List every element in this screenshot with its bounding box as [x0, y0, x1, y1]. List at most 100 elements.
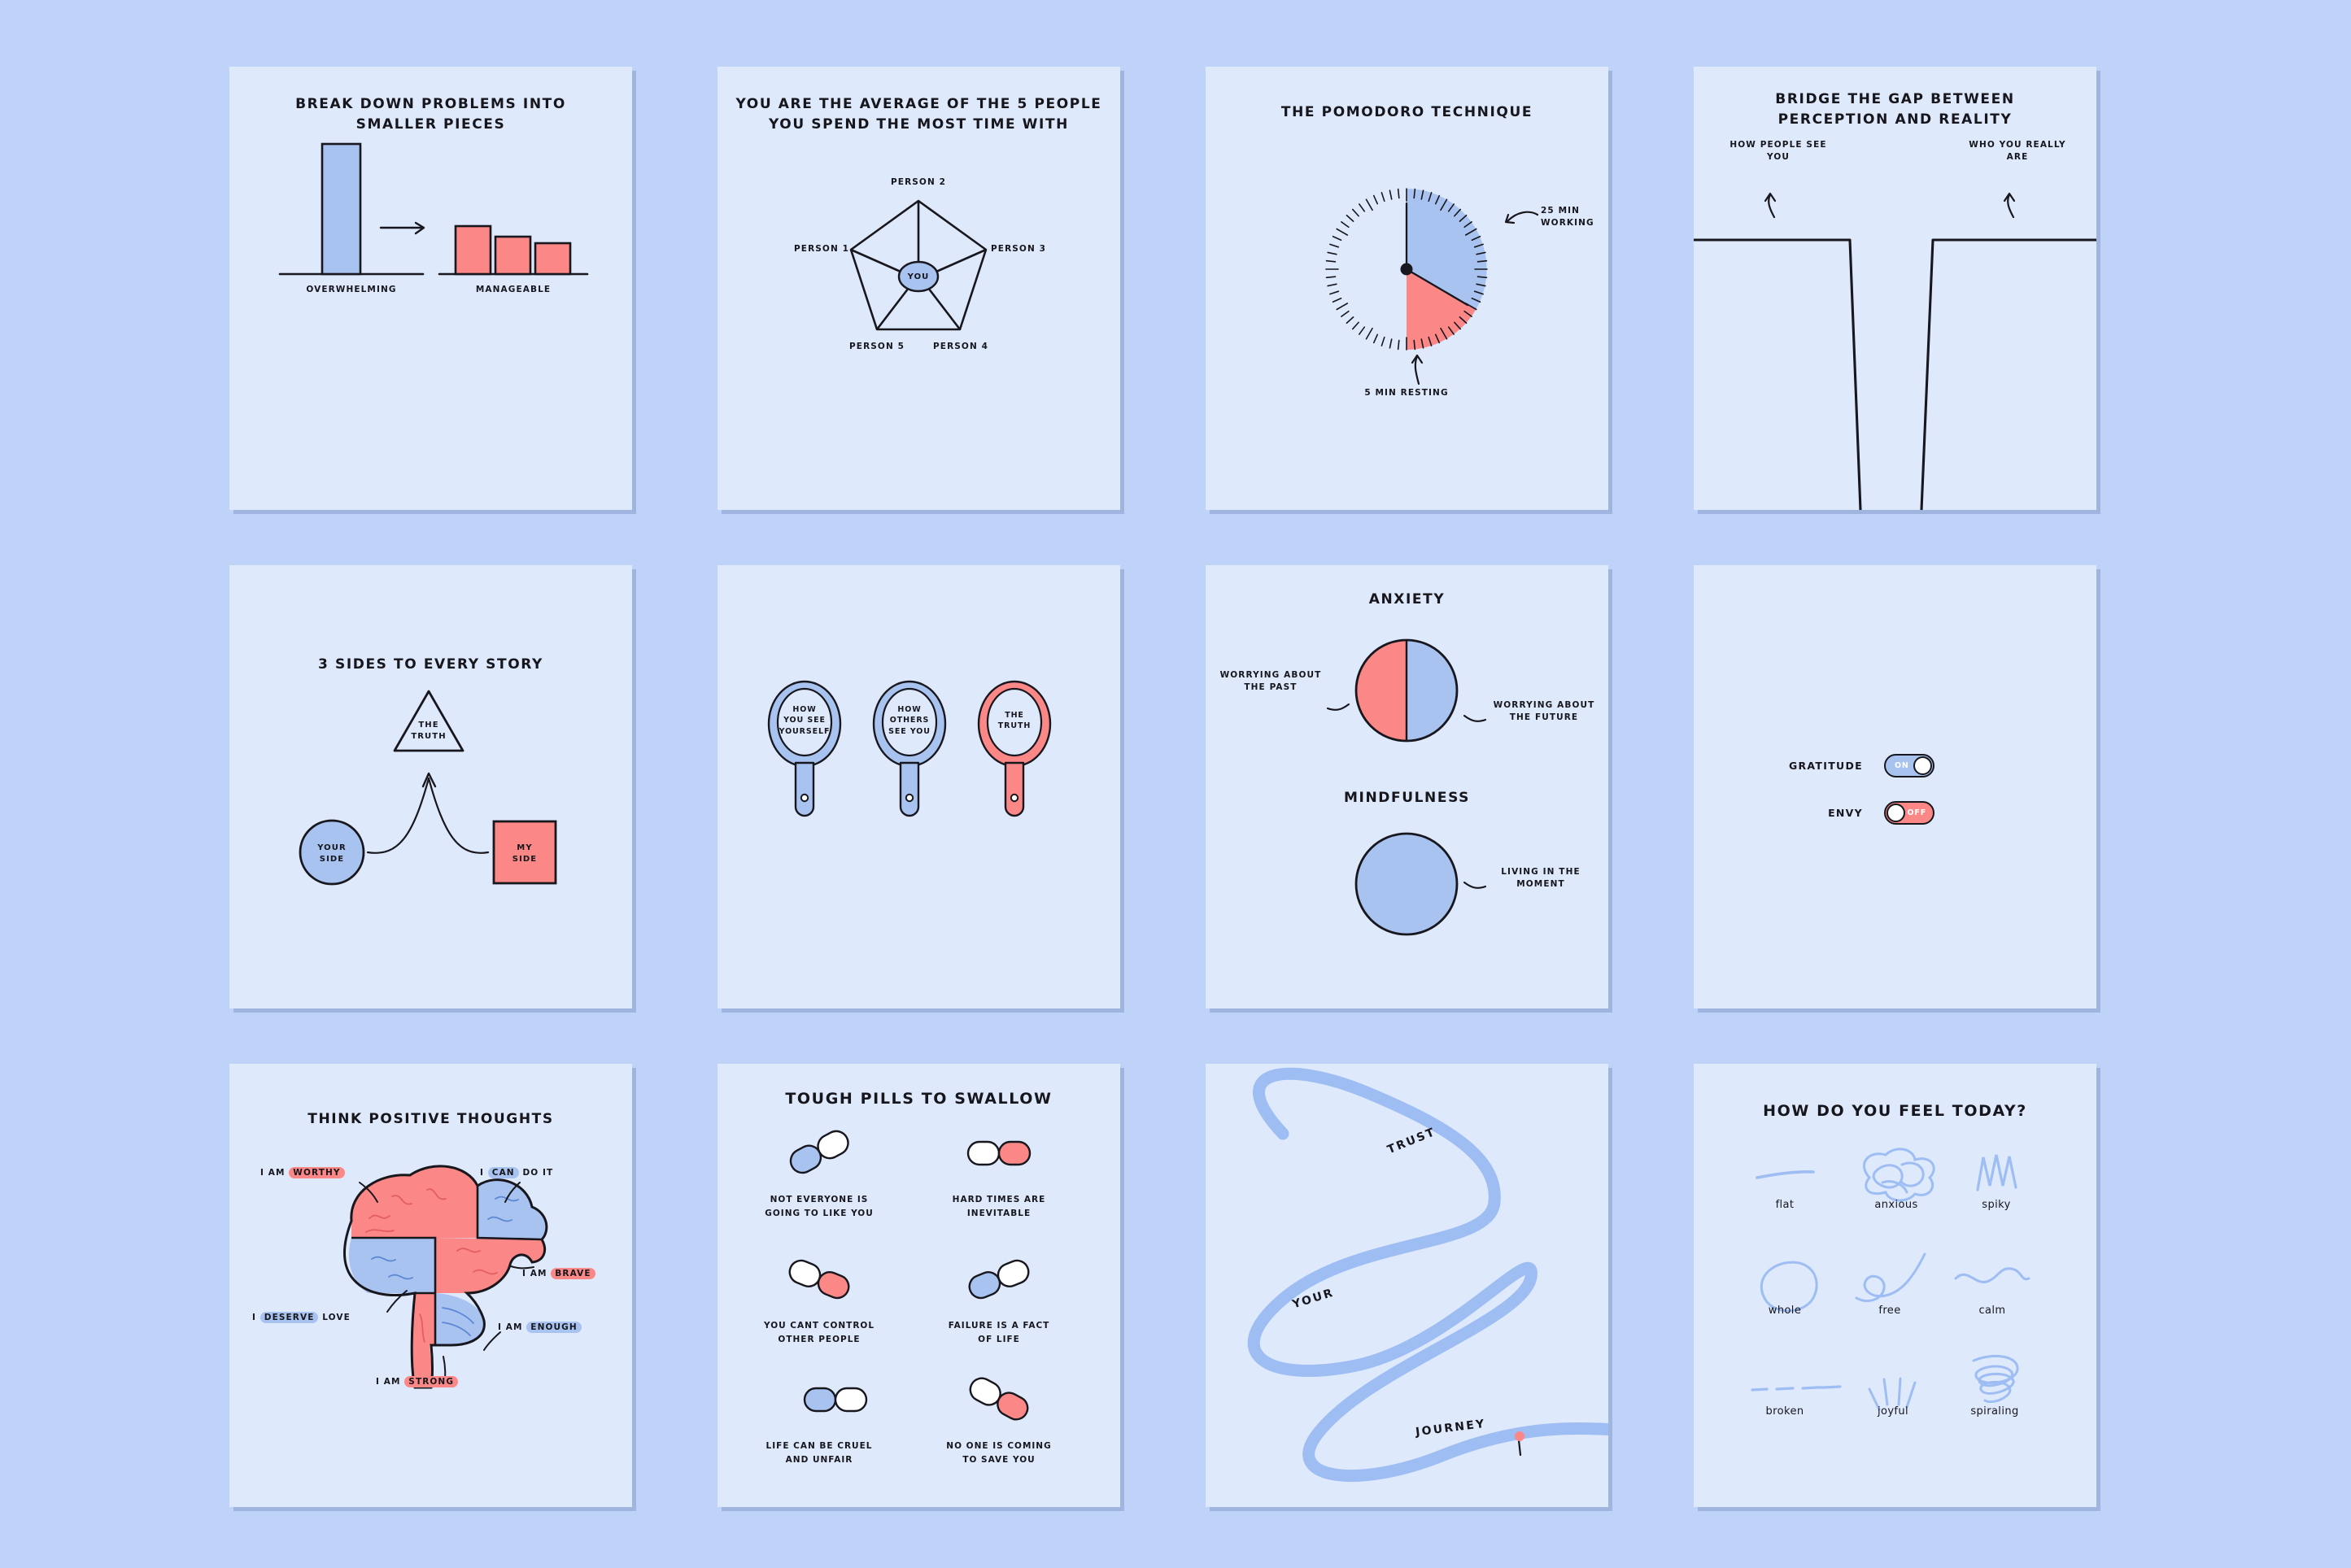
section-title-mindfulness: MINDFULNESS: [1344, 790, 1470, 806]
card-think-positive-thoughts[interactable]: THINK POSITIVE THOUGHTS: [229, 1064, 632, 1507]
toggle-label-envy: ENVY: [1828, 807, 1863, 819]
pill-caption-6: NO ONE IS COMING TO SAVE YOU: [946, 1441, 1052, 1465]
page-title: TOUGH PILLS TO SWALLOW: [785, 1090, 1053, 1108]
toggle-row-gratitude[interactable]: GRATITUDE ON: [1773, 754, 1934, 777]
zigzag-peaks-icon: [1976, 1154, 2017, 1191]
card-bridge-the-gap[interactable]: BRIDGE THE GAP BETWEEN PERCEPTION AND REA…: [1694, 67, 2096, 510]
mood-label-spiraling: spiraling: [1970, 1405, 2019, 1418]
affirmation-strong: I AM STRONG: [376, 1376, 514, 1388]
affirmation-brave: I AM BRAVE: [522, 1268, 632, 1280]
axis-label-right: MANAGEABLE: [475, 285, 552, 294]
three-sides-illustration: [299, 690, 557, 886]
affirmation-highlight: DESERVE: [260, 1312, 319, 1323]
mood-label-whole: whole: [1768, 1304, 1802, 1317]
label-worrying-future: WORRYING ABOUT THE FUTURE: [1493, 700, 1595, 722]
node-label-person-1: PERSON 1: [794, 244, 849, 254]
callout-arrow-working: [1504, 211, 1539, 224]
node-label-person-5: PERSON 5: [849, 342, 905, 351]
page-title: BREAK DOWN PROBLEMS INTO SMALLER PIECES: [295, 96, 566, 133]
pill-caption-4: FAILURE IS A FACT OF LIFE: [948, 1321, 1050, 1344]
mood-label-free: free: [1878, 1304, 1901, 1317]
pill-caption-2: HARD TIMES ARE INEVITABLE: [952, 1195, 1046, 1218]
journey-squiggle-illustration: [1247, 1067, 1608, 1483]
pill-icon-4: [968, 1259, 1030, 1300]
mirror-2: [872, 680, 947, 817]
label-living-in-moment: LIVING IN THE MOMENT: [1501, 867, 1581, 889]
page-title: HOW DO YOU FEEL TODAY?: [1763, 1102, 2027, 1120]
node-label-person-2: PERSON 2: [891, 177, 946, 187]
pill-caption-1: NOT EVERYONE IS GOING TO LIKE YOU: [765, 1195, 874, 1218]
circle-outline-icon: [1760, 1261, 1818, 1313]
straight-line-icon: [1756, 1170, 1815, 1179]
card-break-down-problems[interactable]: BREAK DOWN PROBLEMS INTO SMALLER PIECES O…: [229, 67, 632, 510]
pill-icon-5: [803, 1387, 868, 1413]
card-average-of-five-people[interactable]: YOU ARE THE AVERAGE OF THE 5 PEOPLE YOU S…: [718, 67, 1120, 510]
mirror-label-3: THE TRUTH: [997, 711, 1032, 731]
page-title: 3 SIDES TO EVERY STORY: [318, 656, 543, 673]
node-label-person-3: PERSON 3: [991, 244, 1046, 254]
page-title: THINK POSITIVE THOUGHTS: [308, 1111, 554, 1127]
page-title: YOU ARE THE AVERAGE OF THE 5 PEOPLE YOU S…: [735, 96, 1102, 133]
hand-mirrors-illustration: [767, 680, 1052, 817]
mirror-1: [767, 680, 842, 817]
card-gratitude-envy-toggles[interactable]: GRATITUDE ON ENVY OFF: [1694, 565, 2096, 1008]
card-anxiety-vs-mindfulness[interactable]: ANXIETY MINDFULNESS WORRYING ABOUT THE PA…: [1206, 565, 1608, 1008]
pills-illustration: [788, 1130, 1032, 1421]
page-title: BRIDGE THE GAP BETWEEN PERCEPTION AND REA…: [1775, 91, 2015, 128]
card-tough-pills-to-swallow[interactable]: TOUGH PILLS TO SWALLOW: [718, 1064, 1120, 1507]
mood-label-anxious: anxious: [1874, 1199, 1918, 1211]
loop-swoosh-icon: [1855, 1252, 1926, 1302]
annotation-resting: 5 MIN RESTING: [1364, 388, 1449, 398]
mood-label-broken: broken: [1765, 1405, 1804, 1418]
toggle-knob-gratitude[interactable]: [1913, 756, 1932, 775]
pill-caption-5: LIFE CAN BE CRUEL AND UNFAIR: [765, 1441, 873, 1465]
mood-label-joyful: joyful: [1877, 1405, 1909, 1418]
card-three-mirrors[interactable]: HOW YOU SEE YOURSELF HOW OTHERS SEE YOU THE T…: [718, 565, 1120, 1008]
label-worrying-past: WORRYING ABOUT THE PAST: [1219, 670, 1322, 692]
callout-arrow-right: [2003, 192, 2016, 219]
card-how-do-you-feel-today[interactable]: HOW DO YOU FEEL TODAY?: [1694, 1064, 2096, 1507]
toggle-knob-envy[interactable]: [1886, 804, 1905, 822]
label-reality: WHO YOU REALLY ARE: [1969, 140, 2066, 162]
cliff-gap-illustration: [1694, 192, 2096, 510]
bar-chart-illustration: [278, 142, 589, 276]
section-title-anxiety: ANXIETY: [1368, 591, 1446, 608]
mood-label-calm: calm: [1978, 1304, 2006, 1317]
location-pin-icon: [1515, 1431, 1524, 1457]
mirror-label-1: HOW YOU SEE YOURSELF: [779, 705, 831, 736]
mirror-3: [977, 680, 1052, 817]
mood-label-spiky: spiky: [1982, 1199, 2011, 1211]
card-three-sides-to-every-story[interactable]: 3 SIDES TO EVERY STORY THE TRUTH YOUR SIDE…: [229, 565, 632, 1008]
toggle-row-envy[interactable]: ENVY OFF: [1773, 801, 1934, 825]
pill-icon-6: [969, 1377, 1029, 1421]
callout-arrow-left: [1764, 192, 1777, 219]
affirmation-enough: I AM ENOUGH: [498, 1322, 632, 1334]
toggle-switch-envy[interactable]: OFF: [1884, 801, 1934, 825]
affirmation-highlight: CAN: [487, 1167, 519, 1178]
affirmation-highlight: ENOUGH: [526, 1322, 582, 1333]
node-label-person-4: PERSON 4: [933, 342, 988, 351]
affirmation-highlight: BRAVE: [551, 1268, 595, 1279]
label-truth: THE TRUTH: [411, 721, 447, 741]
card-pomodoro-technique[interactable]: THE POMODORO TECHNIQUE 25 MIN WORKING 5 M…: [1206, 67, 1608, 510]
affirmation-worthy: I AM WORTHY: [260, 1167, 399, 1179]
affirmation-deserve-love: I DESERVE LOVE: [252, 1312, 351, 1323]
pill-icon-3: [788, 1259, 850, 1300]
card-trust-your-journey[interactable]: TRUST YOUR JOURNEY: [1206, 1064, 1608, 1507]
mood-icons-illustration: [1751, 1148, 2030, 1411]
node-label-you: YOU: [907, 272, 930, 281]
affirmation-can-do-it: I CAN DO IT: [480, 1167, 554, 1178]
pomodoro-clock-illustration: [1325, 188, 1539, 385]
burst-rays-icon: [1868, 1377, 1917, 1411]
page-title: THE POMODORO TECHNIQUE: [1280, 104, 1533, 120]
toggle-label-gratitude: GRATITUDE: [1788, 760, 1863, 772]
toggle-state-gratitude: ON: [1895, 761, 1909, 770]
brain-illustration: [343, 1165, 548, 1389]
toggle-switch-gratitude[interactable]: ON: [1884, 754, 1934, 777]
mirror-label-2: HOW OTHERS SEE YOU: [888, 705, 931, 736]
anxiety-mindfulness-illustration: [1326, 638, 1487, 936]
gentle-wave-icon: [1954, 1267, 2030, 1283]
pill-caption-3: YOU CANT CONTROL OTHER PEOPLE: [763, 1321, 875, 1344]
callout-arrow-resting: [1411, 354, 1424, 385]
axis-label-left: OVERWHELMING: [306, 285, 397, 294]
